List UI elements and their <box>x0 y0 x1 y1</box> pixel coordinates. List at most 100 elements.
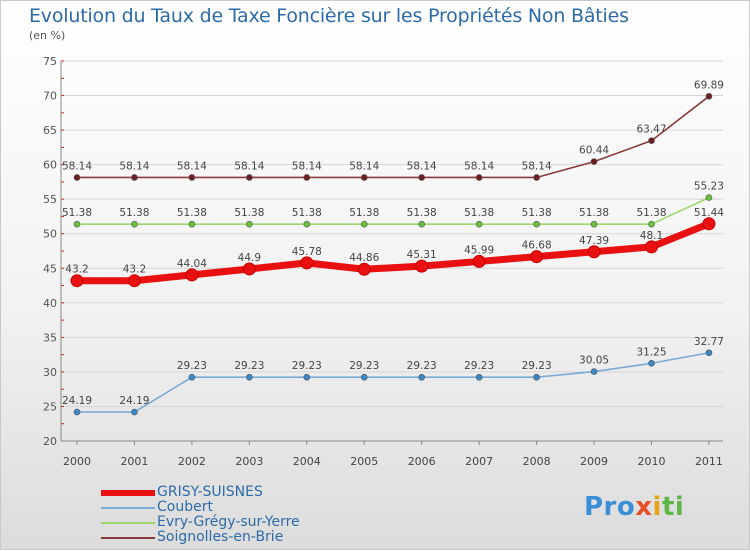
x-tick-label: 2004 <box>293 455 321 468</box>
data-label: 47.39 <box>579 235 609 247</box>
data-label: 58.14 <box>62 160 92 172</box>
data-label: 31.25 <box>636 346 666 358</box>
data-label: 58.14 <box>349 160 379 172</box>
data-label: 58.14 <box>119 160 149 172</box>
data-label: 69.89 <box>694 79 724 91</box>
data-point <box>246 373 253 381</box>
data-point <box>127 274 141 288</box>
data-label: 43.2 <box>123 264 146 276</box>
data-label: 51.38 <box>636 207 666 219</box>
data-label: 51.38 <box>234 207 264 219</box>
data-point <box>415 259 429 273</box>
data-label: 51.38 <box>292 207 322 219</box>
series-line-grisy-suisnes <box>77 220 711 285</box>
data-point <box>418 174 426 181</box>
legend-label: Soignolles-en-Brie <box>157 529 284 545</box>
data-label: 29.23 <box>292 360 322 372</box>
data-label: 24.19 <box>62 395 92 407</box>
data-point <box>300 256 314 270</box>
data-point <box>705 349 713 357</box>
data-label: 45.78 <box>292 246 322 258</box>
x-tick-label: 2010 <box>638 455 666 468</box>
x-tick-label: 2005 <box>350 455 378 468</box>
data-label: 51.38 <box>119 207 149 219</box>
data-point <box>702 217 716 231</box>
y-tick-label: 65 <box>43 124 57 137</box>
data-label: 58.14 <box>407 160 437 172</box>
legend-swatch <box>101 490 155 496</box>
data-label: 63.47 <box>636 124 666 136</box>
data-label: 51.38 <box>464 207 494 219</box>
data-point <box>360 220 368 228</box>
data-point <box>472 254 486 268</box>
data-label: 58.14 <box>522 160 552 172</box>
data-point <box>131 174 138 181</box>
unit-label: (en %) <box>29 29 66 42</box>
data-point <box>705 93 713 100</box>
data-label: 44.86 <box>349 252 379 264</box>
series-line-coubert <box>77 351 710 413</box>
data-point <box>475 174 483 181</box>
data-point <box>131 408 138 416</box>
data-point <box>360 174 368 181</box>
data-point <box>131 220 138 228</box>
data-label: 51.38 <box>349 207 379 219</box>
data-point <box>303 220 311 228</box>
data-point <box>648 359 655 367</box>
data-point <box>645 240 658 254</box>
data-label: 58.14 <box>292 160 322 172</box>
data-label: 51.38 <box>522 207 552 219</box>
y-tick-label: 25 <box>43 400 57 413</box>
data-label: 51.38 <box>177 207 207 219</box>
data-point <box>533 174 540 181</box>
data-label: 51.44 <box>694 207 724 219</box>
data-point <box>73 408 81 416</box>
data-label: 58.14 <box>234 160 264 172</box>
data-point <box>73 220 81 228</box>
data-point <box>418 373 426 381</box>
proxiti-logo: Proxiti <box>584 492 685 522</box>
y-tick-label: 45 <box>43 262 57 275</box>
y-tick-label: 75 <box>43 55 57 68</box>
data-point <box>475 220 483 228</box>
x-tick-label: 2001 <box>120 455 148 468</box>
data-point <box>475 373 483 381</box>
data-point <box>648 220 655 228</box>
x-tick-label: 2003 <box>235 455 263 468</box>
data-point <box>303 373 311 381</box>
data-point <box>590 220 598 228</box>
data-point <box>303 174 311 181</box>
series-line-evry-gr-gy-sur-yerre <box>77 196 710 225</box>
y-tick-label: 40 <box>43 297 57 310</box>
legend-swatch <box>101 522 155 524</box>
data-label: 29.23 <box>234 360 264 372</box>
data-label: 29.23 <box>407 360 437 372</box>
data-point <box>533 373 540 381</box>
y-tick-label: 70 <box>43 90 57 103</box>
data-point <box>242 262 256 276</box>
data-label: 60.44 <box>579 145 609 157</box>
data-label: 58.14 <box>177 160 207 172</box>
legend-label: Coubert <box>157 499 213 515</box>
data-label: 45.99 <box>464 244 494 256</box>
data-label: 30.05 <box>579 355 609 367</box>
data-point <box>360 373 368 381</box>
data-point <box>188 220 196 228</box>
legend-label: GRISY-SUISNES <box>157 484 263 500</box>
x-tick-label: 2006 <box>408 455 436 468</box>
data-label: 46.68 <box>522 240 552 252</box>
x-tick-label: 2008 <box>523 455 551 468</box>
data-label: 29.23 <box>349 360 379 372</box>
y-tick-label: 60 <box>43 159 57 172</box>
data-point <box>357 262 371 276</box>
data-label: 58.14 <box>464 160 494 172</box>
legend-swatch <box>101 507 155 509</box>
data-point <box>70 274 84 288</box>
data-label: 51.38 <box>407 207 437 219</box>
data-label: 51.38 <box>579 207 609 219</box>
data-label: 44.04 <box>177 258 207 270</box>
data-label: 45.31 <box>407 249 437 261</box>
x-tick-label: 2011 <box>695 455 723 468</box>
data-point <box>188 373 196 381</box>
